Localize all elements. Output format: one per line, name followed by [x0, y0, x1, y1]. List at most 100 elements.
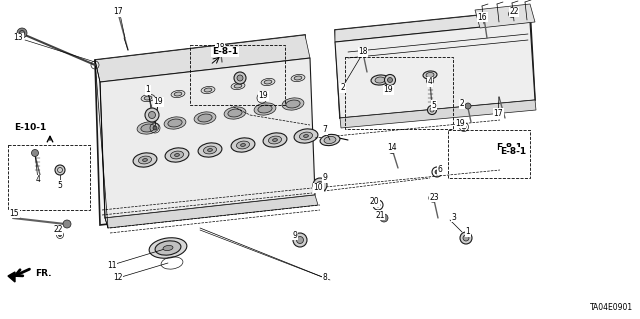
- Bar: [345, 57, 453, 129]
- Bar: [448, 130, 530, 178]
- Polygon shape: [340, 100, 536, 128]
- Polygon shape: [335, 10, 535, 118]
- Text: E-10-1: E-10-1: [14, 123, 46, 132]
- Circle shape: [376, 203, 380, 207]
- Polygon shape: [475, 4, 535, 28]
- Ellipse shape: [291, 74, 305, 82]
- Bar: [190, 45, 285, 105]
- Ellipse shape: [228, 109, 242, 117]
- Text: 20: 20: [369, 197, 379, 206]
- Ellipse shape: [241, 144, 245, 146]
- Ellipse shape: [204, 146, 216, 154]
- Polygon shape: [105, 195, 318, 228]
- Text: 5: 5: [58, 181, 63, 189]
- Ellipse shape: [294, 129, 318, 143]
- Text: 22: 22: [53, 226, 63, 234]
- Text: 15: 15: [9, 209, 19, 218]
- Circle shape: [429, 194, 437, 202]
- Ellipse shape: [168, 119, 182, 127]
- Text: 3: 3: [452, 212, 456, 221]
- Text: 19: 19: [153, 98, 163, 107]
- Circle shape: [428, 106, 436, 115]
- Ellipse shape: [163, 245, 173, 250]
- Ellipse shape: [282, 98, 304, 110]
- Ellipse shape: [204, 88, 212, 92]
- Ellipse shape: [303, 135, 308, 137]
- Polygon shape: [335, 22, 535, 118]
- Ellipse shape: [144, 96, 152, 100]
- Text: 17: 17: [113, 8, 123, 17]
- Ellipse shape: [426, 72, 434, 78]
- Ellipse shape: [423, 71, 437, 79]
- Circle shape: [435, 170, 439, 174]
- Ellipse shape: [236, 141, 250, 149]
- Ellipse shape: [149, 238, 187, 258]
- Ellipse shape: [371, 75, 389, 85]
- Circle shape: [465, 103, 471, 109]
- Polygon shape: [100, 58, 315, 218]
- Text: 11: 11: [108, 261, 116, 270]
- Circle shape: [55, 165, 65, 175]
- Ellipse shape: [294, 76, 302, 80]
- Text: 18: 18: [215, 42, 225, 51]
- Ellipse shape: [224, 107, 246, 119]
- Ellipse shape: [201, 86, 215, 93]
- Circle shape: [511, 12, 513, 16]
- Circle shape: [58, 234, 61, 236]
- Ellipse shape: [273, 138, 277, 141]
- Text: 4: 4: [36, 175, 40, 184]
- Text: 7: 7: [323, 125, 328, 135]
- Circle shape: [380, 214, 388, 222]
- Text: 2: 2: [460, 100, 465, 108]
- Text: 16: 16: [477, 12, 487, 21]
- Ellipse shape: [324, 137, 336, 144]
- Ellipse shape: [231, 138, 255, 152]
- Circle shape: [317, 182, 323, 189]
- Ellipse shape: [286, 100, 300, 108]
- Circle shape: [148, 112, 156, 118]
- Ellipse shape: [300, 132, 312, 140]
- Circle shape: [216, 42, 223, 49]
- Circle shape: [358, 48, 365, 55]
- Circle shape: [63, 220, 71, 228]
- Circle shape: [296, 236, 303, 243]
- Polygon shape: [95, 35, 310, 225]
- Circle shape: [385, 75, 396, 85]
- Ellipse shape: [137, 122, 159, 134]
- Ellipse shape: [194, 112, 216, 124]
- Text: 21: 21: [375, 211, 385, 219]
- Text: E-8-1: E-8-1: [212, 48, 238, 56]
- Text: 10: 10: [313, 183, 323, 192]
- Ellipse shape: [231, 82, 245, 90]
- Ellipse shape: [141, 94, 155, 101]
- Ellipse shape: [264, 80, 272, 84]
- Circle shape: [145, 108, 159, 122]
- Text: 1: 1: [146, 85, 150, 94]
- Ellipse shape: [261, 78, 275, 85]
- Ellipse shape: [174, 92, 182, 96]
- Text: 13: 13: [13, 33, 23, 42]
- Text: 9: 9: [323, 174, 328, 182]
- Text: 19: 19: [455, 118, 465, 128]
- Circle shape: [260, 96, 264, 100]
- Circle shape: [17, 28, 27, 38]
- Circle shape: [463, 235, 469, 241]
- Ellipse shape: [268, 136, 282, 144]
- Circle shape: [153, 126, 157, 130]
- Ellipse shape: [171, 90, 185, 98]
- Text: E-8-1: E-8-1: [496, 144, 522, 152]
- Ellipse shape: [164, 117, 186, 129]
- Text: 4: 4: [428, 78, 433, 86]
- Polygon shape: [8, 272, 15, 282]
- Text: 22: 22: [509, 8, 519, 17]
- Text: E-8-1: E-8-1: [212, 48, 238, 56]
- Ellipse shape: [258, 105, 272, 113]
- Text: 12: 12: [113, 273, 123, 283]
- Circle shape: [460, 232, 472, 244]
- Text: 6: 6: [438, 166, 442, 174]
- Circle shape: [387, 78, 392, 83]
- Text: 23: 23: [429, 192, 439, 202]
- Circle shape: [114, 8, 122, 16]
- Text: 1: 1: [466, 227, 470, 236]
- Circle shape: [462, 125, 466, 129]
